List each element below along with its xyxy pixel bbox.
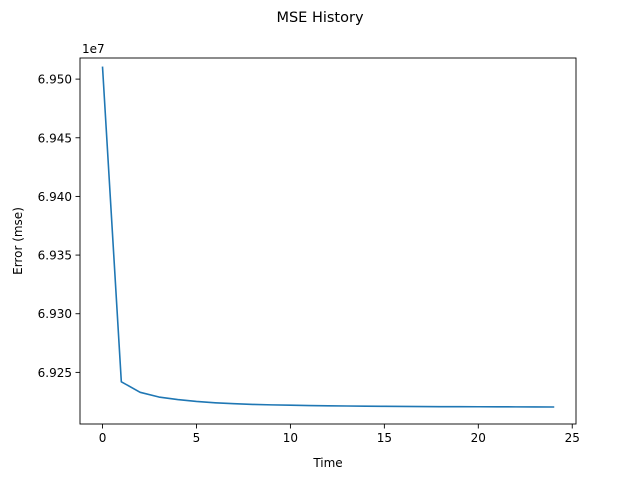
plot-area (79, 57, 577, 425)
x-axis: 0 5 10 15 20 25 (99, 424, 580, 445)
x-tick-label: 5 (193, 431, 201, 445)
y-tick-label: 6.940 (38, 190, 72, 204)
x-tick-label: 10 (283, 431, 298, 445)
y-tick-label: 6.935 (38, 249, 72, 263)
y-axis-label: Error (mse) (11, 207, 25, 275)
y-axis-offset-label: 1e7 (82, 42, 105, 56)
x-tick-label: 15 (377, 431, 392, 445)
chart-title: MSE History (276, 10, 363, 26)
y-axis: 6.925 6.930 6.935 6.940 6.945 6.950 (38, 73, 80, 380)
y-tick-label: 6.930 (38, 307, 72, 321)
y-tick-label: 6.945 (38, 131, 72, 145)
y-tick-label: 6.950 (38, 73, 72, 87)
x-tick-label: 0 (99, 431, 107, 445)
x-axis-label: Time (312, 456, 342, 470)
series-layer (101, 66, 555, 408)
x-tick-label: 25 (565, 431, 580, 445)
series-line-0 (101, 66, 555, 408)
y-tick-label: 6.925 (38, 366, 72, 380)
x-tick-label: 20 (471, 431, 486, 445)
